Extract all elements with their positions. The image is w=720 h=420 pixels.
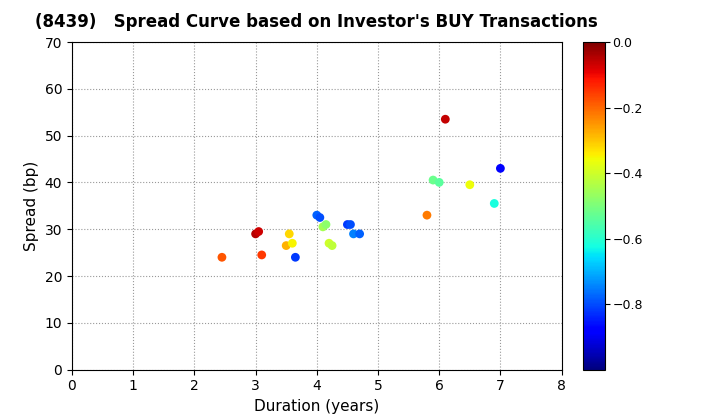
- Point: [311, 212, 323, 218]
- Point: [314, 214, 325, 221]
- Point: [284, 231, 295, 237]
- Point: [323, 240, 335, 247]
- Point: [320, 221, 332, 228]
- X-axis label: Duration (years): Duration (years): [254, 399, 379, 414]
- Text: (8439)   Spread Curve based on Investor's BUY Transactions: (8439) Spread Curve based on Investor's …: [35, 13, 598, 31]
- Point: [317, 223, 328, 230]
- Point: [289, 254, 301, 261]
- Point: [428, 177, 439, 184]
- Point: [250, 231, 261, 237]
- Point: [348, 231, 359, 237]
- Y-axis label: Spread (bp): Spread (bp): [24, 161, 39, 251]
- Point: [495, 165, 506, 172]
- Point: [342, 221, 354, 228]
- Point: [281, 242, 292, 249]
- Point: [433, 179, 445, 186]
- Point: [354, 231, 366, 237]
- Point: [489, 200, 500, 207]
- Point: [464, 181, 476, 188]
- Point: [216, 254, 228, 261]
- Point: [345, 221, 356, 228]
- Point: [253, 228, 264, 235]
- Point: [326, 242, 338, 249]
- Point: [287, 240, 298, 247]
- Point: [439, 116, 451, 123]
- Point: [256, 252, 268, 258]
- Point: [421, 212, 433, 218]
